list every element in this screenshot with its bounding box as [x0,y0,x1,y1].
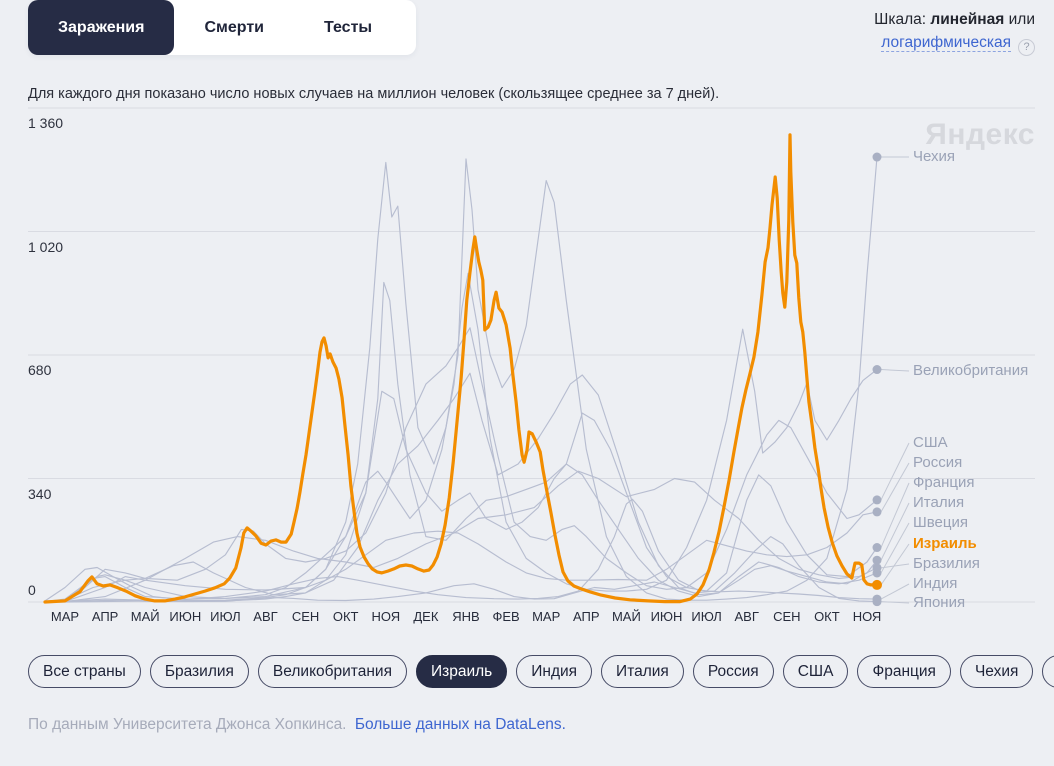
series-label-Великобритания: Великобритания [913,362,1029,379]
yandex-logo: Яндекс [925,118,1035,151]
x-axis-label-0-МАР: МАР [50,609,80,624]
series-end-dot-Чехия [872,152,882,162]
filter-швеция[interactable]: Швеция [1042,655,1054,688]
series-end-dot-Израиль [872,579,882,590]
series-end-dot-Италия [872,555,882,565]
leader-line-Италия [880,502,910,561]
series-line-Израиль [43,133,879,604]
leader-line-Россия [880,462,910,513]
x-axis-label-4-ИЮЛ: ИЮЛ [210,609,241,624]
metric-tabs: Заражения Смерти Тесты [28,0,417,55]
tab-deaths[interactable]: Смерти [204,18,264,36]
series-label-Швеция: Швеция [913,514,968,531]
leader-line-Индия [880,583,910,600]
series-label-США: США [913,434,948,451]
leader-line-Бразилия [880,563,910,569]
x-axis-label-12-МАР: МАР [532,609,561,624]
series-label-Россия: Россия [913,454,963,471]
series-line-Великобритания [44,272,878,603]
y-axis-label-0: 0 [28,582,36,598]
leader-line-Израиль [880,543,910,586]
x-axis-label-9-ДЕК: ДЕК [413,609,439,624]
filter-все-страны[interactable]: Все страны [28,655,141,688]
series-line-Россия [44,511,878,603]
series-line-Франция [44,281,878,603]
x-axis-label-10-ЯНВ: ЯНВ [452,609,480,624]
series-end-dot-Франция [872,543,882,553]
datalens-link[interactable]: Больше данных на DataLens. [354,716,566,733]
x-axis-label-18-СЕН: СЕН [773,609,801,624]
series-line-США [44,327,878,603]
x-axis-label-7-ОКТ: ОКТ [332,609,359,624]
leader-line-Великобритания [880,369,910,372]
scale-linear-option[interactable]: линейная [930,11,1005,28]
tab-infections[interactable]: Заражения [28,0,175,55]
x-axis-label-3-ИЮН: ИЮН [169,609,202,624]
series-label-Италия: Италия [913,494,965,511]
series-line-Индия [44,498,878,603]
filter-бразилия[interactable]: Бразилия [149,655,249,688]
filter-сша[interactable]: США [782,655,849,688]
filter-италия[interactable]: Италия [601,655,684,688]
series-end-dot-Бразилия [872,563,882,573]
series-label-Япония: Япония [913,594,966,611]
filter-франция[interactable]: Франция [857,655,951,688]
filter-россия[interactable]: Россия [692,655,774,688]
y-axis-label-680: 680 [28,362,52,378]
x-axis-label-13-АПР: АПР [573,609,600,624]
leader-line-Франция [880,482,910,548]
x-axis-label-1-АПР: АПР [91,609,119,624]
x-axis-label-19-ОКТ: ОКТ [814,609,840,624]
x-axis-label-6-СЕН: СЕН [291,609,320,624]
y-axis-label-1020: 1 020 [28,238,64,255]
x-axis-label-15-ИЮН: ИЮН [650,609,683,624]
country-filters: Все страны Бразилия Великобритания Израиль И… [28,655,1054,688]
series-label-Чехия: Чехия [913,148,956,165]
series-end-dot-США [872,495,882,505]
x-axis-label-14-МАЙ: МАЙ [611,609,641,624]
filter-чехия[interactable]: Чехия [959,655,1034,688]
scale-or-label: или [1008,11,1035,28]
filter-израиль[interactable]: Израиль [415,655,508,688]
series-label-Бразилия: Бразилия [913,555,980,572]
leader-line-Швеция [880,522,910,574]
y-axis-label-1360: 1 360 [28,115,64,131]
help-icon[interactable]: ? [1018,39,1035,56]
filter-индия[interactable]: Индия [516,655,593,688]
filter-великобритания[interactable]: Великобритания [257,655,407,688]
series-line-Бразилия [44,470,878,603]
series-label-Франция: Франция [913,474,975,491]
leader-line-США [880,442,910,501]
leader-line-Япония [880,601,910,604]
scale-control: Шкала: линейная или логарифмическая? [874,8,1035,56]
x-axis-label-17-АВГ: АВГ [734,609,759,624]
x-axis-label-16-ИЮЛ: ИЮЛ [691,609,722,624]
x-axis-label-5-АВГ: АВГ [253,609,278,624]
scale-log-link[interactable]: логарифмическая [881,34,1011,52]
x-axis-label-2-МАЙ: МАЙ [130,609,160,624]
scale-prefix-label: Шкала: [874,11,927,28]
chart-subtitle: Для каждого дня показано число новых слу… [28,86,720,102]
x-axis-label-8-НОЯ: НОЯ [371,609,401,624]
series-label-Израиль: Израиль [913,535,977,552]
footer: По данным Университета Джонса Хопкинса. … [28,716,566,734]
y-axis-label-340: 340 [28,485,52,502]
series-end-dot-Великобритания [872,365,882,375]
x-axis-label-11-ФЕВ: ФЕВ [492,609,520,624]
data-source-text: По данным Университета Джонса Хопкинса. [28,716,347,733]
series-end-dot-Япония [872,597,882,607]
series-end-dot-Россия [872,507,882,517]
series-line-Япония [44,536,878,603]
x-axis-label-20-НОЯ: НОЯ [852,609,882,624]
series-line-Швеция [44,372,878,603]
series-label-Индия: Индия [913,575,958,592]
tab-tests[interactable]: Тесты [324,18,373,36]
series-line-Италия [44,390,878,602]
